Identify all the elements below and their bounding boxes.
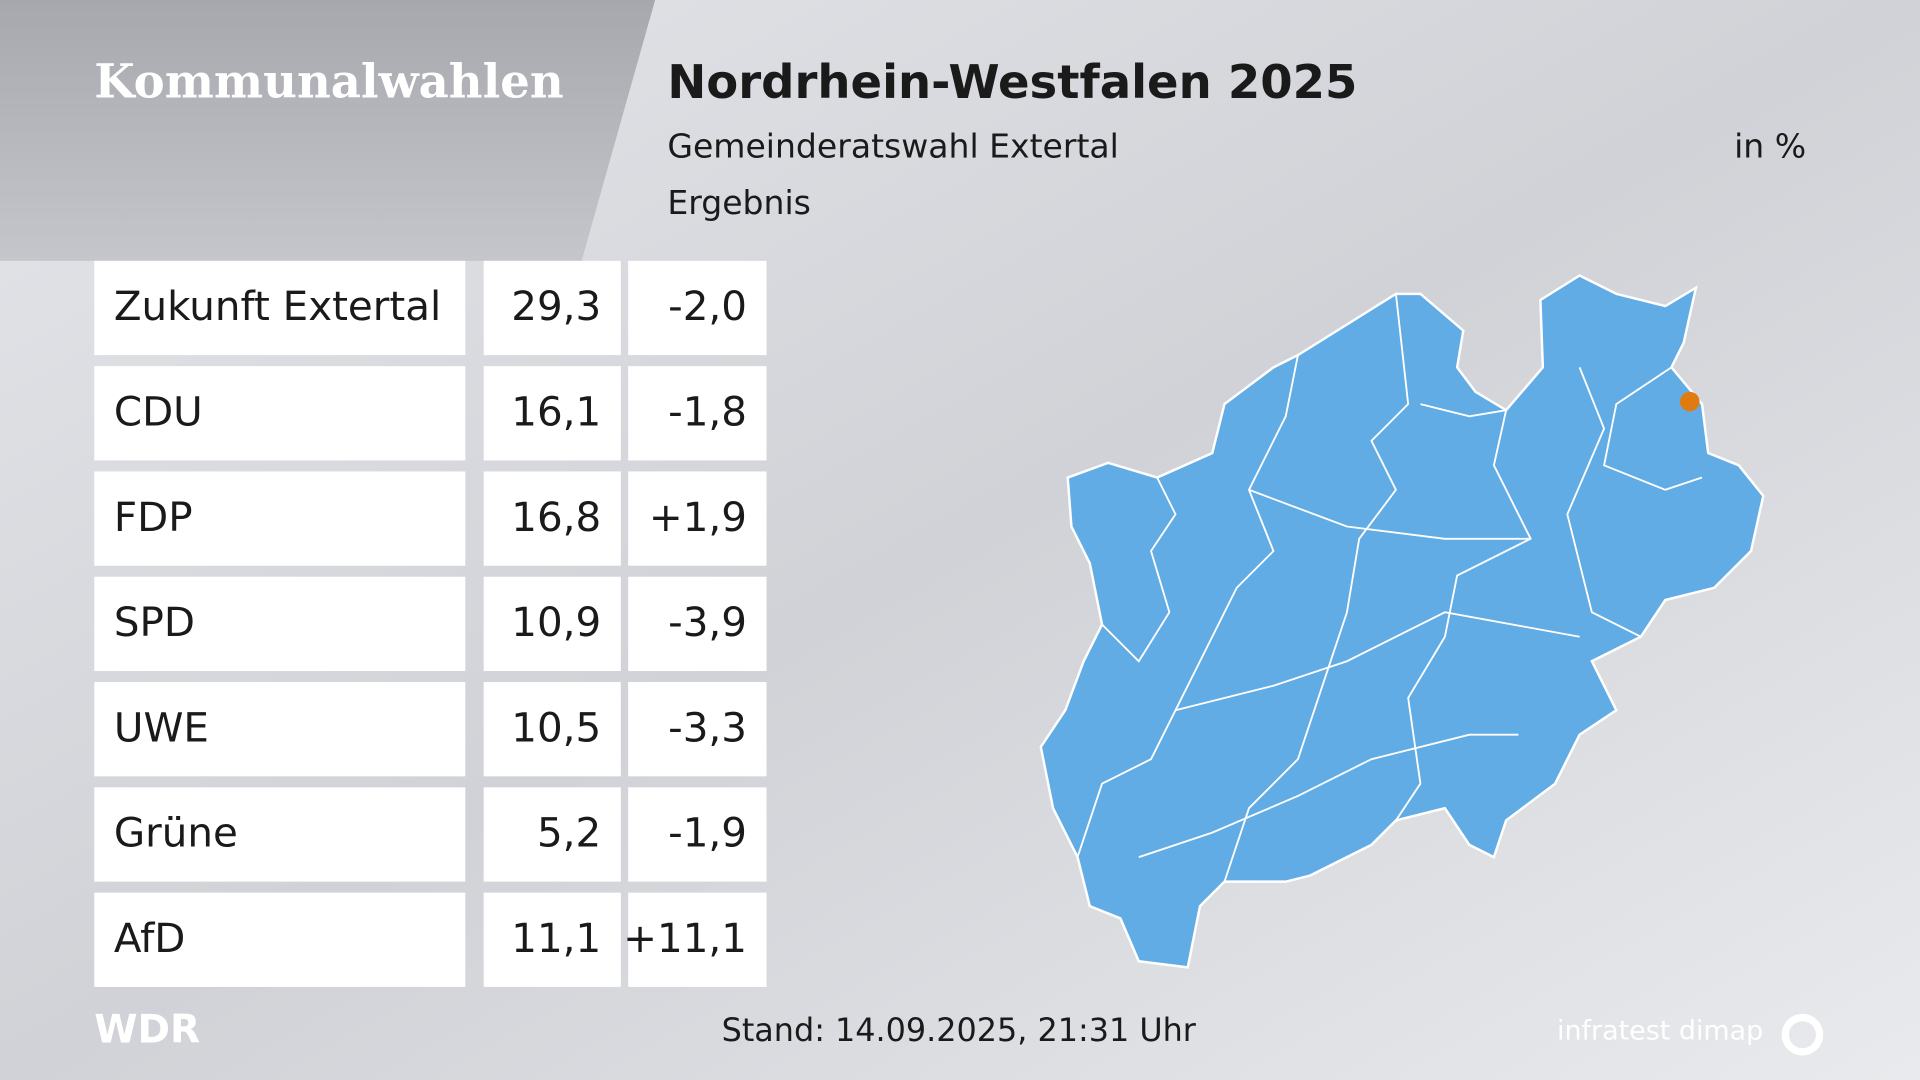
change-value: +1,9 [649,493,747,541]
border [1175,611,1580,712]
table-cell [483,682,621,777]
table-cell [483,787,621,882]
table-cell [94,682,466,777]
location-marker [1680,391,1700,412]
border [1248,488,1531,540]
change-value: -1,9 [668,809,747,857]
table-cell [628,576,767,672]
subtitle: Gemeinderatswahl Extertal [667,127,1119,166]
table-cell [483,471,621,566]
table-cell [483,260,621,356]
result-value: 16,8 [511,493,601,541]
result-value: 10,5 [511,703,601,751]
table-cell [628,682,767,777]
party-name: CDU [114,387,203,435]
table-cell [483,366,621,461]
party-name: FDP [114,493,193,541]
border [1223,293,1410,882]
change-value: +11,1 [623,914,747,962]
border [1076,354,1299,858]
result-value: 11,1 [511,914,601,962]
change-value: -1,8 [668,387,747,435]
table-cell [94,787,466,882]
table-cell [94,366,466,461]
table-cell [628,471,767,566]
source-logo [1781,1013,1824,1056]
table-cell [628,366,767,461]
party-name: Zukunft Extertal [114,282,441,330]
border [1566,367,1642,638]
change-value: -3,3 [668,703,747,751]
party-name: AfD [114,914,186,962]
result-value: 5,2 [537,809,601,857]
border [1101,477,1177,663]
table-cell [628,787,767,882]
result-value: 29,3 [511,282,601,330]
border [1138,733,1519,859]
district-borders [1076,293,1703,882]
change-value: -2,0 [668,282,747,330]
table-cell [628,260,767,356]
party-name: Grüne [114,809,238,857]
table-cell [483,892,621,987]
border [1395,410,1532,821]
border [1603,366,1703,491]
map-region [1039,274,1765,969]
table-cell [94,260,466,356]
table-cell [94,892,466,987]
table-cell [483,576,621,672]
results-table: Zukunft Extertal 29,3 -2,0 CDU 16,1 -1,8 FDP 16… [94,260,767,987]
timestamp: Stand: 14.09.2025, 21:31 Uhr [722,1011,1197,1049]
caption: Ergebnis [667,183,811,222]
table-cell [628,892,767,987]
source: infratest dimap [1557,1016,1763,1047]
logo: WDR [94,1008,200,1053]
side-panel [0,0,656,261]
unit: in % [1734,127,1806,166]
section-label: Kommunalwahlen [94,54,563,109]
party-name: UWE [114,703,209,751]
map [1039,274,1765,969]
result-value: 10,9 [511,598,601,646]
change-value: -3,9 [668,598,747,646]
title: Nordrhein-Westfalen 2025 [667,55,1357,109]
table-cell [94,471,466,566]
party-name: SPD [114,598,195,646]
result-value: 16,1 [511,387,601,435]
table-cell [94,576,466,672]
border [1420,403,1507,418]
